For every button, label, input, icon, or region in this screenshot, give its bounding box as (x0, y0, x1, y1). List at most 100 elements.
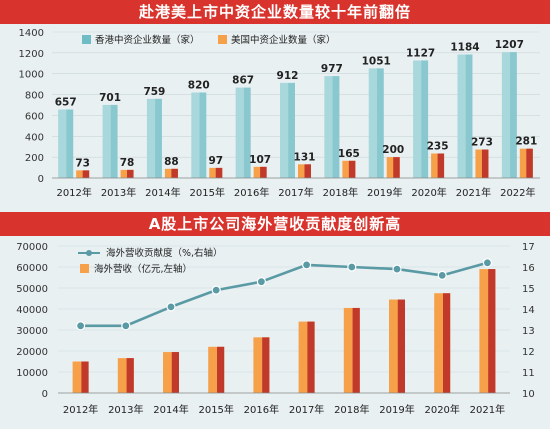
y-tick-label: 1400 (19, 28, 44, 39)
contribution-point (302, 260, 312, 270)
hk-data-label: 1127 (406, 47, 435, 59)
x-tick-label: 2013年 (108, 403, 143, 416)
us-bar-shade (260, 166, 267, 178)
legend-swatch-line-marker (86, 250, 92, 256)
us-bar-shade (481, 149, 489, 178)
us-data-label: 165 (338, 148, 360, 160)
revenue-bar-shade (171, 352, 179, 393)
hk-bar-shade (110, 104, 118, 178)
x-tick-label: 2016年 (234, 186, 269, 199)
us-data-label: 88 (164, 156, 179, 168)
x-tick-label: 2018年 (323, 186, 358, 199)
us-bar-shade (215, 167, 223, 178)
us-data-label: 235 (427, 140, 449, 152)
contribution-point (121, 321, 131, 331)
y-right-tick-label: 13 (522, 326, 535, 337)
contribution-point (482, 258, 492, 268)
hk-bar-shade (421, 60, 429, 178)
legend-label-bar: 海外营收（亿元,左轴） (94, 263, 192, 275)
y-right-tick-label: 11 (522, 368, 535, 379)
y-right-tick-label: 16 (522, 263, 535, 274)
revenue-bar-shade (81, 361, 89, 393)
revenue-bar-shade (217, 346, 225, 393)
legend-label-us: 美国中资企业数量（家） (231, 34, 336, 46)
hk-bar-shade (243, 87, 251, 178)
x-tick-label: 2014年 (145, 186, 180, 199)
revenue-bar-shade (443, 293, 451, 393)
x-tick-label: 2013年 (101, 186, 136, 199)
hk-data-label: 1051 (362, 55, 391, 67)
hk-bar-shade (66, 109, 74, 178)
hk-data-label: 701 (99, 92, 121, 104)
revenue-bar-shade (307, 321, 315, 393)
chart2-plot: 0 10000 20000 30000 40000 50000 60000 70000 10 11… (16, 242, 535, 416)
y-left-tick-label: 40000 (16, 305, 48, 316)
revenue-bar-shade (488, 269, 496, 393)
hk-bar-shade (465, 54, 473, 179)
contribution-point (392, 264, 402, 274)
hk-data-label: 1207 (495, 39, 524, 51)
y-tick-label: 400 (25, 132, 44, 143)
y-right-tick-label: 10 (522, 389, 535, 400)
us-bar-shade (171, 168, 178, 178)
y-right-tick-label: 15 (522, 284, 535, 295)
us-bar-shade (127, 169, 134, 178)
x-tick-label: 2019年 (367, 186, 402, 199)
hk-data-label: 657 (55, 96, 77, 108)
us-bar-shade (304, 164, 311, 178)
y-left-tick-label: 20000 (16, 347, 48, 358)
chart2-title: A股上市公司海外营收贡献度创新高 (0, 212, 550, 236)
contribution-point (166, 302, 176, 312)
y-right-tick-label: 17 (522, 242, 535, 253)
us-bar-shade (526, 148, 533, 178)
us-bar-shade (437, 153, 445, 178)
us-data-label: 107 (249, 154, 271, 166)
contribution-point (437, 270, 447, 281)
hk-data-label: 977 (321, 63, 343, 75)
revenue-bar-shade (126, 358, 134, 393)
y-tick-label: 800 (25, 91, 44, 102)
hk-bar-shade (510, 52, 517, 178)
x-tick-label: 2017年 (289, 403, 324, 416)
contribution-point (347, 262, 357, 272)
us-data-label: 273 (471, 137, 493, 149)
y-left-tick-label: 70000 (16, 242, 48, 253)
x-tick-label: 2021年 (456, 186, 491, 199)
revenue-bar-shade (352, 307, 360, 393)
y-right-tick-label: 12 (522, 347, 535, 358)
us-data-label: 200 (382, 144, 404, 156)
x-tick-label: 2019年 (379, 403, 414, 416)
y-left-tick-label: 0 (42, 389, 48, 400)
us-bar-shade (348, 160, 356, 178)
contribution-point (75, 321, 86, 331)
legend-label-hk: 香港中资企业数量（家） (95, 34, 200, 46)
y-tick-label: 200 (25, 153, 44, 164)
us-data-label: 131 (294, 151, 316, 163)
x-tick-label: 2018年 (334, 403, 369, 416)
x-tick-label: 2020年 (411, 186, 446, 199)
hk-bar-shade (376, 68, 384, 178)
us-data-label: 281 (515, 136, 537, 148)
legend-label-line: 海外营收贡献度（%,右轴） (106, 247, 223, 259)
us-data-label: 73 (75, 157, 90, 169)
hk-bar-shade (288, 82, 295, 178)
contribution-point (211, 285, 221, 295)
x-tick-label: 2016年 (244, 403, 279, 416)
y-tick-label: 600 (25, 111, 44, 122)
us-data-label: 78 (120, 157, 135, 169)
hk-data-label: 912 (277, 70, 299, 82)
x-tick-label: 2014年 (153, 403, 188, 416)
x-tick-label: 2012年 (63, 403, 98, 416)
x-tick-label: 2022年 (500, 186, 535, 199)
legend-swatch-hk (82, 35, 91, 44)
contribution-point (256, 277, 266, 287)
us-bar-shade (82, 170, 90, 178)
revenue-bar-shade (397, 299, 405, 393)
hk-bar-shade (155, 98, 162, 178)
hk-data-label: 759 (143, 86, 165, 98)
y-left-tick-label: 10000 (16, 368, 48, 379)
contribution-line (80, 261, 488, 328)
y-tick-label: 1000 (19, 70, 44, 81)
y-left-tick-label: 30000 (16, 326, 48, 337)
y-left-tick-label: 60000 (16, 263, 48, 274)
